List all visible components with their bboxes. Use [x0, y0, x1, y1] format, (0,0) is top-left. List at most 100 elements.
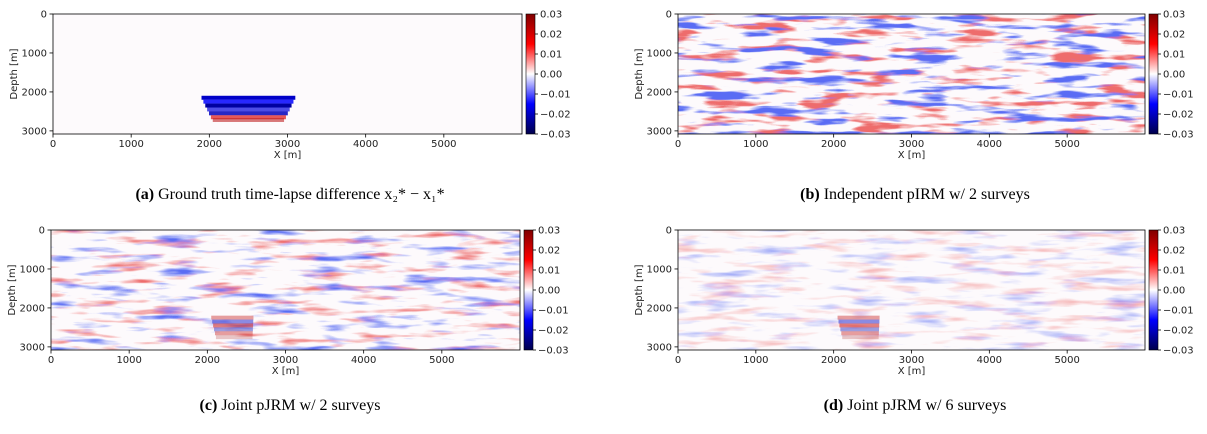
- colorbar-tick-label: −0.03: [1163, 130, 1194, 141]
- colorbar-tick-label: 0.01: [540, 50, 562, 61]
- anomaly: [207, 107, 290, 112]
- x-tick-label: 2000: [821, 355, 846, 366]
- colorbar-tick-label: −0.03: [1163, 346, 1194, 357]
- y-tick-label: 1000: [647, 264, 672, 275]
- y-tick-label: 3000: [22, 126, 47, 137]
- x-axis-label: X [m]: [274, 150, 302, 161]
- colorbar-tick-label: −0.01: [540, 90, 571, 101]
- y-tick-label: 2000: [20, 303, 45, 314]
- caption-text: Independent pIRM w/ 2 surveys: [824, 186, 1030, 203]
- anomaly: [211, 315, 254, 320]
- anomaly: [842, 335, 879, 340]
- colorbar-tick-label: 0.00: [540, 70, 562, 81]
- anomaly: [840, 327, 880, 332]
- colorbar: [523, 229, 534, 351]
- x-tick-label: 3000: [275, 139, 300, 150]
- y-tick-label: 1000: [647, 48, 672, 59]
- heatmap-background: [53, 14, 522, 134]
- colorbar-tick-label: 0.00: [1163, 70, 1185, 81]
- caption-text: Ground truth time-lapse difference x₂* −…: [158, 186, 444, 203]
- colorbar-tick-label: −0.02: [1163, 326, 1194, 337]
- x-axis-label: X [m]: [898, 366, 926, 377]
- caption-text: Joint pJRM w/ 6 surveys: [847, 397, 1006, 414]
- y-axis-label: Depth [m]: [7, 264, 18, 315]
- heatmap-texture: [678, 230, 1145, 350]
- x-tick-label: 0: [48, 355, 54, 366]
- anomaly: [201, 95, 296, 100]
- anomaly: [838, 319, 880, 324]
- x-tick-label: 1000: [118, 139, 143, 150]
- y-tick-label: 2000: [22, 87, 47, 98]
- colorbar-tick-label: −0.02: [538, 326, 569, 337]
- colorbar-tick-label: 0.00: [1163, 286, 1185, 297]
- colorbar-tick-label: 0.02: [540, 30, 562, 41]
- colorbar-tick-label: 0.02: [1163, 246, 1185, 257]
- x-tick-label: 1000: [743, 139, 768, 150]
- anomaly: [214, 331, 253, 336]
- anomaly: [212, 117, 285, 122]
- colorbar-tick-label: 0.01: [1163, 266, 1185, 277]
- x-tick-label: 3000: [899, 355, 924, 366]
- caption-text: Joint pJRM w/ 2 surveys: [221, 397, 380, 414]
- x-tick-label: 5000: [1054, 355, 1079, 366]
- colorbar-tick-label: 0.02: [538, 246, 560, 257]
- y-tick-label: 3000: [20, 342, 45, 353]
- anomaly: [210, 115, 286, 120]
- y-tick-label: 2000: [647, 303, 672, 314]
- colorbar-tick-label: 0.03: [1163, 10, 1185, 21]
- colorbar-tick-label: 0.01: [1163, 50, 1185, 61]
- x-tick-label: 0: [675, 355, 681, 366]
- caption: (c) Joint pJRM w/ 2 surveys: [200, 397, 381, 414]
- x-tick-label: 4000: [977, 139, 1002, 150]
- y-tick-label: 0: [666, 10, 672, 21]
- heatmap-texture: [51, 230, 520, 350]
- anomaly: [205, 103, 292, 108]
- anomaly: [215, 335, 253, 340]
- y-tick-label: 0: [666, 226, 672, 237]
- y-tick-label: 3000: [647, 342, 672, 353]
- colorbar: [1148, 13, 1159, 135]
- caption: (a) Ground truth time-lapse difference x…: [135, 186, 444, 203]
- x-tick-label: 2000: [197, 139, 222, 150]
- y-tick-label: 1000: [20, 264, 45, 275]
- colorbar-tick-label: −0.03: [540, 130, 571, 141]
- colorbar-tick-label: 0.03: [1163, 226, 1185, 237]
- y-tick-label: 1000: [22, 48, 47, 59]
- x-tick-label: 5000: [429, 355, 454, 366]
- x-tick-label: 0: [50, 139, 56, 150]
- x-tick-label: 2000: [821, 139, 846, 150]
- y-tick-label: 0: [41, 10, 47, 21]
- colorbar: [1148, 229, 1159, 351]
- colorbar: [525, 13, 536, 135]
- x-tick-label: 3000: [899, 139, 924, 150]
- colorbar-tick-label: −0.03: [538, 346, 569, 357]
- colorbar-tick-label: −0.01: [538, 306, 569, 317]
- anomaly: [213, 323, 254, 328]
- colorbar-tick-label: 0.03: [538, 226, 560, 237]
- y-tick-label: 2000: [647, 87, 672, 98]
- y-axis-label: Depth [m]: [634, 264, 645, 315]
- anomaly: [841, 331, 879, 336]
- anomaly: [839, 323, 880, 328]
- anomaly: [203, 99, 294, 104]
- x-tick-label: 5000: [431, 139, 456, 150]
- colorbar-tick-label: 0.02: [1163, 30, 1185, 41]
- x-tick-label: 1000: [743, 355, 768, 366]
- x-axis-label: X [m]: [272, 366, 300, 377]
- x-axis-label: X [m]: [898, 150, 926, 161]
- x-tick-label: 4000: [351, 355, 376, 366]
- caption-label: (b): [800, 186, 820, 203]
- x-tick-label: 0: [675, 139, 681, 150]
- anomaly: [212, 319, 254, 324]
- x-tick-label: 3000: [273, 355, 298, 366]
- caption-label: (a): [135, 186, 154, 203]
- caption-label: (c): [200, 397, 218, 414]
- colorbar-tick-label: −0.01: [1163, 306, 1194, 317]
- x-tick-label: 4000: [977, 355, 1002, 366]
- anomaly: [837, 315, 880, 320]
- colorbar-tick-label: −0.02: [540, 110, 571, 121]
- colorbar-tick-label: 0.03: [540, 10, 562, 21]
- x-tick-label: 1000: [116, 355, 141, 366]
- caption: (b) Independent pIRM w/ 2 surveys: [800, 186, 1030, 203]
